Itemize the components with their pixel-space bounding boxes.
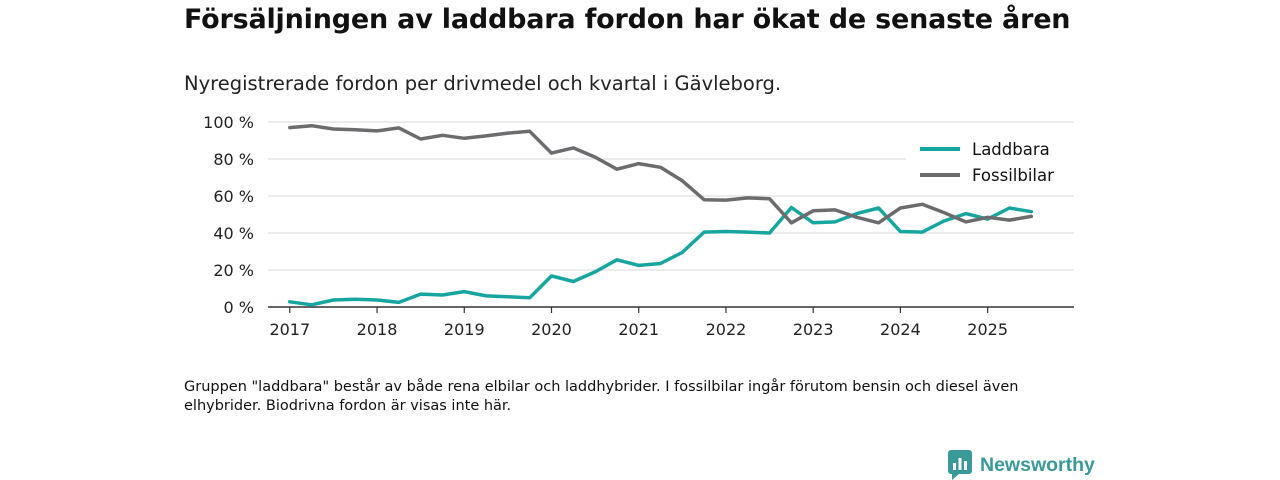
x-tick-label: 2024	[880, 320, 921, 339]
x-tick-label: 2025	[967, 320, 1008, 339]
y-tick-label: 60 %	[213, 187, 254, 206]
legend-label-fossilbilar: Fossilbilar	[972, 166, 1054, 185]
x-axis: 2017 2018 2019 2020 2021 2022 2023 2024 2025	[268, 306, 1074, 339]
x-tick-label: 2020	[531, 320, 572, 339]
legend-background	[906, 135, 1074, 191]
series-lines	[288, 123, 1034, 307]
legend: Laddbara Fossilbilar	[906, 135, 1074, 191]
brand-name: Newsworthy	[980, 453, 1095, 476]
brand: Newsworthy	[948, 450, 1095, 480]
legend-label-laddbara: Laddbara	[972, 140, 1050, 159]
x-tick-label: 2022	[706, 320, 747, 339]
line-chart: 0 % 20 % 40 % 60 % 80 % 100 % 2017 2018 2019 202…	[203, 113, 1074, 339]
footnote: Gruppen "laddbara" består av både rena e…	[184, 379, 1019, 414]
y-tick-label: 80 %	[213, 150, 254, 169]
x-tick-label: 2017	[269, 320, 310, 339]
y-tick-label: 20 %	[213, 261, 254, 280]
chart-title: Försäljningen av laddbara fordon har öka…	[184, 4, 1071, 35]
x-tick-label: 2023	[793, 320, 834, 339]
x-tick-label: 2018	[357, 320, 398, 339]
chart-subtitle: Nyregistrerade fordon per drivmedel och …	[184, 72, 782, 95]
newsworthy-logo-icon	[948, 450, 972, 480]
y-tick-label: 40 %	[213, 224, 254, 243]
series-line-laddbara	[288, 205, 1034, 307]
y-axis-ticks: 0 % 20 % 40 % 60 % 80 % 100 %	[203, 113, 254, 317]
y-tick-label: 0 %	[224, 298, 254, 317]
series-line-fossilbilar	[288, 123, 1034, 225]
x-tick-label: 2019	[444, 320, 485, 339]
y-tick-label: 100 %	[203, 113, 254, 132]
x-tick-label: 2021	[618, 320, 659, 339]
